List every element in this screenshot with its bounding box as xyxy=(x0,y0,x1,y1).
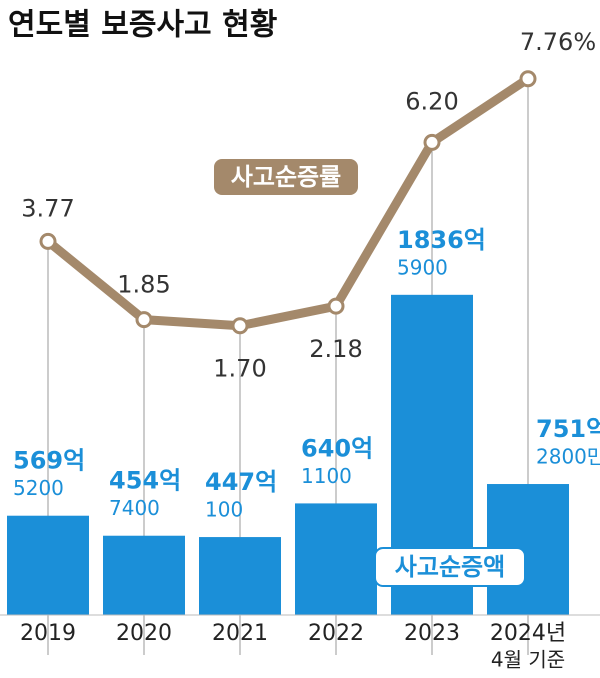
x-tick-label: 2023 xyxy=(404,621,460,646)
bar xyxy=(7,515,89,615)
bar-value-sublabel: 1100 xyxy=(301,464,352,488)
bar-value-label: 569억 xyxy=(13,447,85,475)
x-tick-label: 2020 xyxy=(116,621,172,646)
bar-value-sublabel: 5200 xyxy=(13,476,64,500)
line-value-label: 3.77 xyxy=(21,194,74,222)
x-tick-label: 2024년 xyxy=(490,621,566,646)
bar-value-label: 447억 xyxy=(205,468,277,496)
bar-value-label: 640억 xyxy=(301,434,373,462)
bar-value-label: 454억 xyxy=(109,467,181,495)
bar xyxy=(199,537,281,615)
line-value-label: 2.18 xyxy=(309,335,362,363)
line-value-label: 1.85 xyxy=(117,271,170,299)
bar-value-sublabel: 5900 xyxy=(397,255,448,279)
line-point xyxy=(39,232,57,250)
line-point xyxy=(135,311,153,329)
x-tick-label: 2022 xyxy=(308,621,364,646)
line-value-label: 6.20 xyxy=(405,87,458,115)
legend-badge xyxy=(374,547,526,587)
legend-label: 사고순증률 xyxy=(231,163,341,191)
line xyxy=(45,75,531,331)
legend-badge xyxy=(214,159,358,195)
bar-value-sublabel: 7400 xyxy=(109,496,160,520)
bar-value-sublabel: 2800만 원 xyxy=(536,445,600,469)
chart-title: 연도별 보증사고 현황 xyxy=(8,8,277,43)
bar-value-label: 751억 xyxy=(536,415,600,443)
line-value-label: 1.70 xyxy=(213,355,266,383)
line-point xyxy=(423,133,441,151)
line-value-label: 7.76% xyxy=(520,28,596,56)
line-point xyxy=(231,317,249,335)
bar-value-label: 1836억 xyxy=(397,226,486,254)
bar xyxy=(295,503,377,615)
bar xyxy=(103,535,185,615)
legend-label: 사고순증액 xyxy=(395,553,505,581)
x-tick-label: 2021 xyxy=(212,621,268,646)
x-tick-label: 2019 xyxy=(20,621,76,646)
x-tick-note: 4월 기준 xyxy=(491,648,565,672)
line-point xyxy=(519,70,537,88)
line-point xyxy=(327,297,345,315)
bar-value-sublabel: 100 xyxy=(205,498,243,522)
